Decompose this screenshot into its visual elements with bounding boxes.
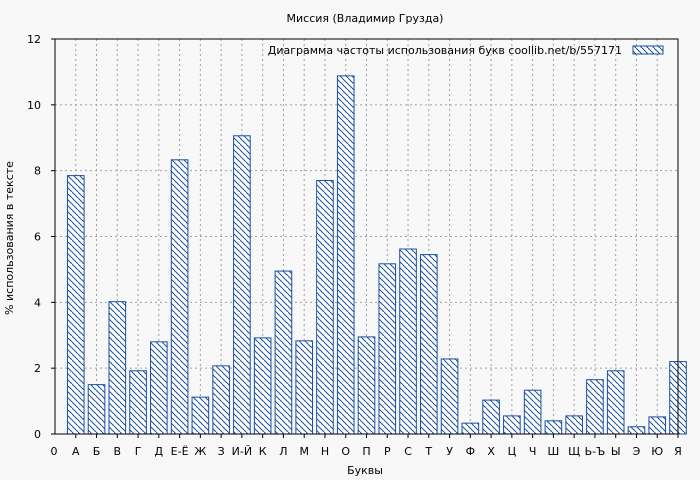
- bar: [648, 416, 667, 435]
- y-tick-label: 10: [27, 99, 41, 112]
- bar: [503, 415, 521, 435]
- bar: [87, 384, 106, 435]
- x-tick-label: П: [362, 445, 370, 458]
- legend: Диаграмма частоты использования букв coo…: [268, 44, 664, 57]
- x-tick-label: Т: [424, 445, 432, 458]
- x-tick-label: Ц: [508, 445, 517, 458]
- x-tick-label: К: [259, 445, 267, 458]
- y-tick-label: 4: [34, 296, 41, 309]
- x-tick-label: Э: [633, 445, 641, 458]
- x-tick-label: З: [218, 445, 225, 458]
- x-tick-label: А: [72, 445, 80, 458]
- bar: [627, 426, 646, 435]
- bar: [357, 336, 376, 435]
- x-tick-label: Ь-Ъ: [585, 445, 606, 458]
- bar: [66, 175, 85, 435]
- x-tick-label: Ч: [529, 445, 537, 458]
- x-tick-label: Г: [135, 445, 142, 458]
- x-tick-label: Ф: [466, 445, 475, 458]
- bar: [233, 135, 251, 435]
- bar: [461, 422, 480, 435]
- y-axis-label: % использования в тексте: [3, 161, 16, 315]
- x-tick-label: Е-Ё: [171, 445, 189, 458]
- y-tick-label: 2: [34, 362, 41, 375]
- bar: [482, 399, 500, 435]
- x-axis-label: Буквы: [347, 464, 383, 477]
- y-tick-label: 0: [34, 428, 41, 441]
- bar: [212, 365, 230, 435]
- x-tick-label: Ш: [548, 445, 560, 458]
- bar: [108, 301, 127, 435]
- bars: [66, 75, 687, 435]
- x-tick-label: Б: [93, 445, 101, 458]
- bar: [544, 420, 563, 435]
- x-tick-label: Н: [321, 445, 329, 458]
- x-tick-label: У: [446, 445, 453, 458]
- x-tick-label: И-Й: [232, 445, 252, 458]
- bar: [523, 389, 542, 435]
- bar: [565, 415, 583, 435]
- bar: [586, 379, 604, 435]
- x-tick-label: Ы: [611, 445, 621, 458]
- x-tick-label: Щ: [568, 445, 580, 458]
- y-tick-label: 8: [34, 165, 41, 178]
- bar: [606, 370, 625, 435]
- y-tick-label: 6: [34, 231, 41, 244]
- bar: [419, 254, 438, 435]
- bar: [316, 180, 334, 435]
- bar: [274, 270, 293, 435]
- x-tick-label: О: [341, 445, 350, 458]
- x-tick-label: 0: [51, 445, 58, 458]
- bar: [295, 340, 314, 435]
- x-tick-label: Х: [487, 445, 495, 458]
- bar: [336, 75, 355, 435]
- bar: [191, 396, 210, 435]
- legend-swatch: [632, 45, 664, 55]
- bar: [378, 263, 397, 435]
- x-tick-label: Я: [674, 445, 682, 458]
- chart-title: Миссия (Владимир Грузда): [287, 12, 444, 25]
- x-tick-label: М: [299, 445, 309, 458]
- grid-lines: [55, 39, 678, 434]
- y-axis-ticks: 0 2 4 6 8 10 12: [27, 33, 55, 441]
- legend-label: Диаграмма частоты использования букв coo…: [268, 44, 622, 57]
- x-tick-label: Ж: [194, 445, 206, 458]
- bar: [440, 358, 459, 435]
- x-tick-label: В: [114, 445, 122, 458]
- y-tick-label: 12: [27, 33, 41, 46]
- bar: [399, 248, 417, 435]
- bar: [170, 159, 189, 435]
- x-tick-label: Д: [155, 445, 164, 458]
- bar: [253, 337, 272, 435]
- x-axis-ticks: 0 А Б В Г Д Е-Ё Ж З И-Й К Л М Н О П Р С Т У Ф Х Ц Ч Ш Щ Ь-Ъ Ы Э Ю Я: [51, 434, 682, 458]
- x-tick-label: Л: [279, 445, 287, 458]
- bar: [129, 370, 147, 435]
- bar: [150, 341, 168, 435]
- x-tick-label: С: [404, 445, 412, 458]
- x-tick-label: Р: [384, 445, 391, 458]
- x-tick-label: Ю: [651, 445, 663, 458]
